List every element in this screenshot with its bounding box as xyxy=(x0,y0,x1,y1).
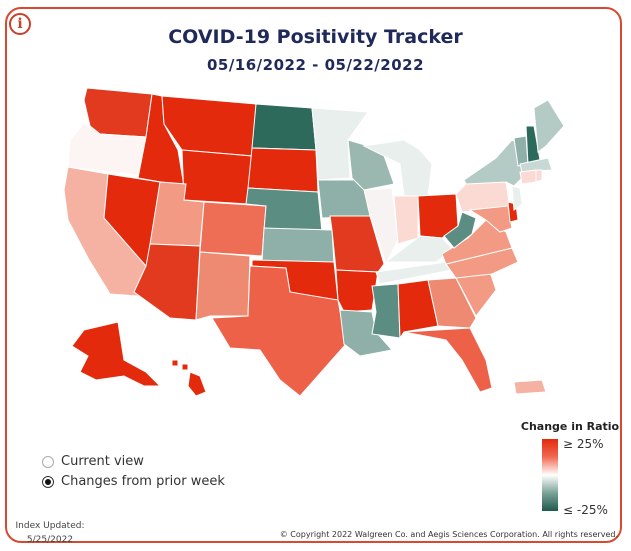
state-mi[interactable] xyxy=(362,139,433,197)
radio-label: Current view xyxy=(61,454,144,469)
state-wy[interactable] xyxy=(181,149,253,205)
radio-label: Changes from prior week xyxy=(61,474,225,489)
state-hi-islands[interactable] xyxy=(171,359,189,371)
radio-checked-icon[interactable] xyxy=(42,475,54,488)
radio-circle-icon[interactable] xyxy=(42,455,54,468)
date-range: 05/16/2022 - 05/22/2022 xyxy=(206,56,425,74)
state-ky[interactable] xyxy=(384,235,455,263)
state-nm[interactable] xyxy=(195,251,251,321)
state-ma[interactable] xyxy=(519,157,553,173)
state-ri[interactable] xyxy=(535,169,543,183)
state-ga[interactable] xyxy=(427,277,477,329)
state-ms[interactable] xyxy=(371,283,401,339)
state-md[interactable] xyxy=(468,205,513,233)
state-tx[interactable] xyxy=(211,265,347,397)
state-mn[interactable] xyxy=(311,107,369,181)
state-hi[interactable] xyxy=(187,371,207,397)
tracker-frame xyxy=(5,7,622,543)
state-ak[interactable] xyxy=(71,321,162,387)
radio-changes-prior-week[interactable]: Changes from prior week xyxy=(42,474,225,489)
state-va[interactable] xyxy=(441,219,513,265)
state-pr[interactable] xyxy=(513,379,547,395)
legend-gradient-bar xyxy=(542,439,558,511)
state-la[interactable] xyxy=(339,309,393,357)
state-fl[interactable] xyxy=(403,327,493,393)
state-pa[interactable] xyxy=(455,181,511,213)
copyright-notice: © Copyright 2022 Walgreen Co. and Aegis … xyxy=(279,530,618,539)
state-nd[interactable] xyxy=(251,103,317,151)
state-il[interactable] xyxy=(363,187,399,266)
legend-title: Change in Ratio xyxy=(520,420,620,433)
state-al[interactable] xyxy=(397,279,439,340)
legend-max-label: ≥ 25% xyxy=(563,437,604,451)
legend-min-label: ≤ -25% xyxy=(563,503,608,517)
info-circle-icon[interactable]: i xyxy=(9,13,31,35)
state-co[interactable] xyxy=(199,201,267,257)
index-updated-label: Index Updated: xyxy=(15,521,85,531)
state-in[interactable] xyxy=(393,195,419,245)
page-title: COVID-19 Positivity Tracker xyxy=(168,26,463,48)
state-ct[interactable] xyxy=(519,169,537,185)
state-ks[interactable] xyxy=(261,227,335,265)
index-updated-date: 5/25/2022 xyxy=(26,535,74,545)
state-sd[interactable] xyxy=(247,147,319,193)
state-or[interactable] xyxy=(67,122,147,176)
state-wv[interactable] xyxy=(443,211,477,249)
state-ar[interactable] xyxy=(335,269,379,313)
radio-current-view[interactable]: Current view xyxy=(42,454,144,469)
state-me[interactable] xyxy=(533,99,565,153)
state-nj[interactable] xyxy=(511,185,523,211)
index-updated: Index Updated: 5/25/2022 xyxy=(10,519,90,547)
